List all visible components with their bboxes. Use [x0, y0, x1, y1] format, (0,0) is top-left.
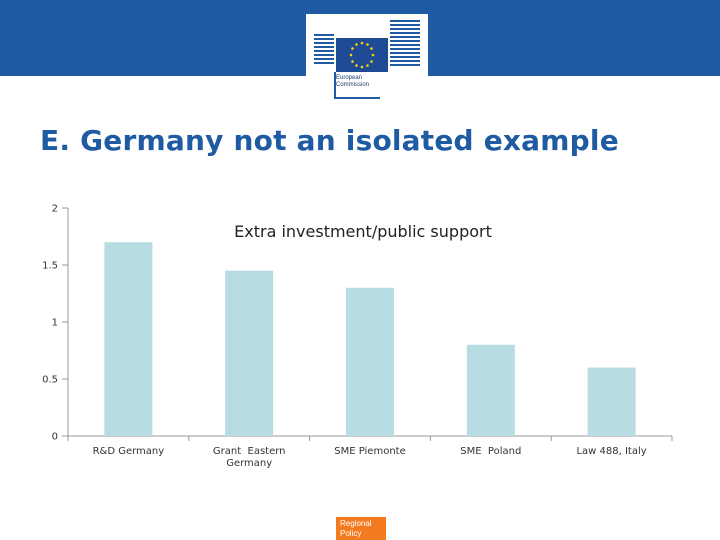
bar — [587, 367, 636, 436]
y-tick-label: 0.5 — [42, 375, 58, 386]
y-tick-label: 2 — [52, 204, 58, 215]
building-flag-icon — [314, 20, 420, 99]
y-tick-label: 0 — [52, 432, 58, 443]
footer-badge-line1: Regional — [340, 519, 372, 528]
regional-policy-badge: Regional Policy — [336, 517, 386, 540]
logo-text: European Commission — [336, 75, 369, 89]
category-label: Germany — [226, 458, 272, 469]
y-tick-label: 1.5 — [42, 261, 58, 272]
bar — [466, 344, 515, 436]
bar — [225, 270, 274, 436]
european-commission-logo: European Commission — [306, 14, 428, 100]
chart-title: Extra investment/public support — [234, 222, 492, 241]
category-label: Law 488, Italy — [576, 446, 646, 457]
category-label: Grant Eastern — [213, 446, 286, 457]
category-label: SME Piemonte — [334, 446, 405, 457]
logo-text-line2: Commission — [336, 82, 370, 88]
y-tick-label: 1 — [52, 318, 58, 329]
bar — [346, 287, 394, 436]
category-label: R&D Germany — [93, 446, 165, 457]
slide-title: E. Germany not an isolated example — [40, 124, 619, 157]
bar — [104, 242, 153, 436]
bar-chart: 0 0.5 1 1.5 2 R&D Germany Grant EasternGermany… — [42, 204, 673, 469]
category-label: SME Poland — [460, 446, 521, 457]
logo-text-line1: European — [336, 75, 363, 81]
footer-badge-line2: Policy — [340, 529, 362, 538]
